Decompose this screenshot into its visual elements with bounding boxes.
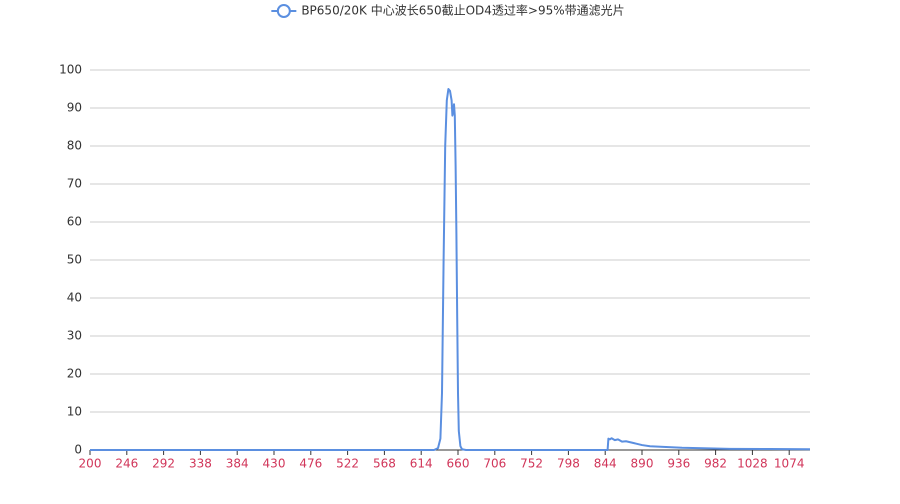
x-tick-label: 430 — [263, 457, 286, 471]
x-tick-label: 660 — [447, 457, 470, 471]
y-tick-label: 80 — [67, 139, 82, 153]
y-tick-label: 100 — [59, 63, 82, 77]
y-tick-label: 20 — [67, 367, 82, 381]
x-tick-label: 844 — [594, 457, 617, 471]
y-tick-label: 40 — [67, 291, 82, 305]
series-line — [90, 88, 811, 451]
y-tick-label: 10 — [67, 405, 82, 419]
x-tick-label: 798 — [557, 457, 580, 471]
x-tick-label: 982 — [704, 457, 727, 471]
x-tick-label: 338 — [189, 457, 212, 471]
y-tick-label: 60 — [67, 215, 82, 229]
x-tick-label: 476 — [299, 457, 322, 471]
x-tick-label: 246 — [115, 457, 138, 471]
x-tick-label: 200 — [79, 457, 102, 471]
y-tick-label: 0 — [74, 443, 82, 457]
y-tick-label: 90 — [67, 101, 82, 115]
x-tick-label: 614 — [410, 457, 433, 471]
x-tick-label: 706 — [483, 457, 506, 471]
x-tick-label: 522 — [336, 457, 359, 471]
legend-icon — [276, 4, 291, 18]
x-tick-label: 384 — [226, 457, 249, 471]
x-tick-label: 890 — [631, 457, 654, 471]
y-tick-label: 30 — [67, 329, 82, 343]
y-tick-label: 50 — [67, 253, 82, 267]
y-tick-label: 70 — [67, 177, 82, 191]
x-tick-label: 568 — [373, 457, 396, 471]
x-tick-label: 752 — [520, 457, 543, 471]
x-tick-label: 1028 — [737, 457, 768, 471]
x-tick-label: 292 — [152, 457, 175, 471]
legend-label: BP650/20K 中心波长650截止OD4透过率>95%带通滤光片 — [301, 3, 624, 18]
x-tick-label: 1074 — [774, 457, 805, 471]
x-tick-label: 936 — [667, 457, 690, 471]
